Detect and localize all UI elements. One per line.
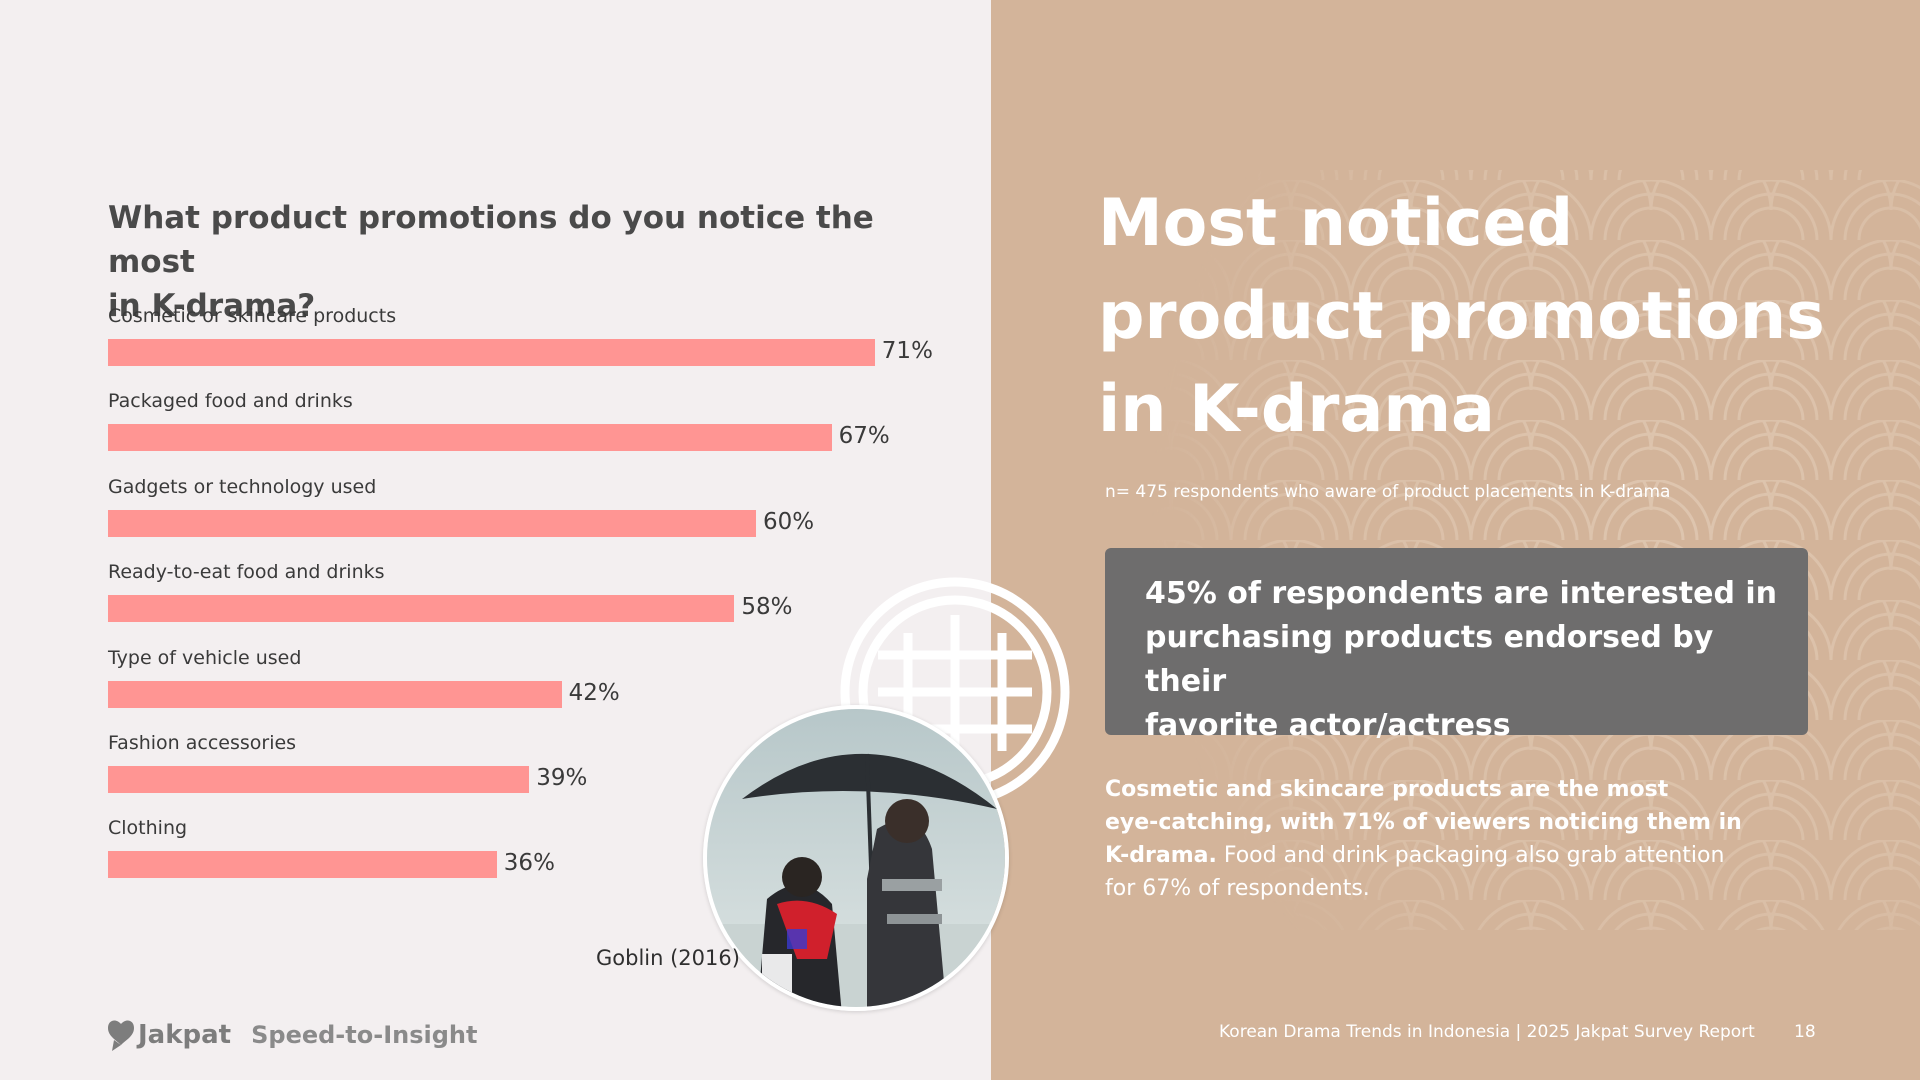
bar [108,424,832,452]
right-panel [991,0,1920,1080]
headline-line-2: product promotions [1098,279,1825,354]
question-line-1: What product promotions do you notice th… [108,200,874,280]
question-line-2: in K-drama? [108,288,316,324]
chart-question: What product promotions do you notice th… [108,196,908,328]
report-footer: Korean Drama Trends in Indonesia | 2025 … [1219,1022,1755,1042]
brand-footer: Jakpat Speed-to-Insight [108,1015,477,1055]
bar-category-label: Clothing [108,817,188,840]
page-number: 18 [1794,1022,1816,1042]
summary-normal-4: for 67% of respondents. [1105,876,1370,901]
bar [108,851,497,879]
callout-line-1: 45% of respondents are interested in [1145,576,1778,611]
goblin-scene-illustration [707,709,1005,1007]
summary-bold-1: Cosmetic and skincare products are the m… [1105,777,1669,802]
jakpat-logo-icon [108,1020,134,1051]
bar-row: Type of vehicle used 42% [108,647,928,732]
bar-row: Clothing 36% [108,817,928,902]
bar-category-label: Type of vehicle used [108,646,302,669]
bar-value-label: 42% [568,679,620,706]
page-headline: Most noticed product promotions in K-dra… [1098,177,1858,456]
bar-row: Packaged food and drinks 67% [108,390,928,475]
bar-value-label: 60% [763,508,815,535]
summary-bold-3: K-drama. [1105,843,1217,868]
bar [108,680,562,708]
bar [108,339,875,366]
bar-value-label: 71% [881,338,933,364]
callout-text: 45% of respondents are interested in pur… [1145,572,1785,748]
bar-row: Ready-to-eat food and drinks 58% [108,561,928,646]
callout-line-2: purchasing products endorsed by their [1145,620,1714,699]
bar-category-label: Fashion accessories [108,732,297,754]
bar-category-label: Ready-to-eat food and drinks [108,561,385,584]
bar-chart: Cosmetic or skincare products 71% Packaged… [108,305,933,895]
brand-name: Jakpat [138,1020,232,1050]
bar-value-label: 58% [741,594,793,621]
bar-row: Cosmetic or skincare products 71% [108,305,933,390]
key-stat-callout: 45% of respondents are interested in pur… [1105,548,1808,743]
photo-caption: Goblin (2016) [596,946,740,970]
bar [108,766,530,793]
bar [108,595,735,623]
bar-value-label: 36% [503,850,555,877]
bar [108,509,756,537]
bar-category-label: Packaged food and drinks [108,390,353,413]
brand-tagline: Speed-to-Insight [251,1021,478,1049]
bar-row: Gadgets or technology used 60% [108,476,928,561]
left-panel: What product promotions do you notice th… [108,196,933,895]
sample-size-note: n= 475 respondents who aware of product … [1105,482,1671,502]
bar-value-label: 39% [536,765,588,791]
bar-value-label: 67% [838,423,890,450]
bar-category-label: Cosmetic or skincare products [108,305,397,327]
drama-still-photo [703,705,1009,1011]
wave-pattern-decoration [1091,170,1920,930]
headline-line-1: Most noticed [1098,186,1574,261]
bar-category-label: Gadgets or technology used [108,475,377,498]
summary-normal-3: Food and drink packaging also grab atten… [1216,843,1725,868]
callout-line-3: favorite actor/actress [1145,708,1511,743]
summary-bold-2: eye-catching, with 71% of viewers notici… [1105,810,1742,835]
summary-text: Cosmetic and skincare products are the m… [1105,773,1805,905]
headline-line-3: in K-drama [1098,372,1495,447]
bar-row: Fashion accessories 39% [108,732,928,817]
